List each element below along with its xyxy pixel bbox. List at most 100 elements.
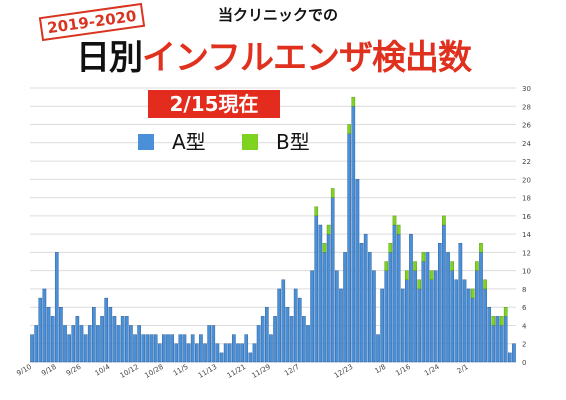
x-tick-label: 2/1 bbox=[456, 363, 470, 376]
bar-a bbox=[425, 252, 430, 363]
bar-a bbox=[339, 288, 343, 363]
bar-b bbox=[396, 224, 401, 235]
bar-a bbox=[133, 334, 137, 363]
bar-a bbox=[256, 325, 261, 363]
bar-a bbox=[92, 307, 96, 363]
bar-a bbox=[503, 316, 508, 363]
bar-a bbox=[487, 307, 492, 363]
bar-a bbox=[194, 343, 199, 363]
bar-a bbox=[190, 334, 195, 363]
bar-a bbox=[367, 252, 372, 363]
bar-a bbox=[79, 325, 84, 363]
bar-a bbox=[223, 343, 228, 363]
bar-a bbox=[38, 297, 43, 363]
bar-a bbox=[413, 270, 417, 363]
bar-a bbox=[297, 297, 302, 363]
bar-a bbox=[248, 352, 253, 363]
bar-a bbox=[491, 325, 496, 363]
bar-a bbox=[384, 270, 389, 363]
bar-a bbox=[174, 343, 179, 363]
bar-a bbox=[50, 316, 55, 363]
bar-b bbox=[405, 270, 409, 280]
bar-a bbox=[343, 252, 347, 363]
x-tick-label: 11/13 bbox=[197, 363, 218, 380]
bar-b bbox=[314, 206, 319, 217]
bar-b bbox=[442, 215, 446, 226]
bar-a bbox=[372, 270, 376, 363]
y-tick-label: 0 bbox=[522, 359, 526, 367]
bar-a bbox=[244, 334, 249, 363]
legend-label-a: A型 bbox=[172, 130, 206, 154]
bar-a bbox=[34, 325, 38, 363]
bar-a bbox=[67, 334, 71, 363]
bar-a bbox=[363, 233, 368, 363]
y-tick-label: 12 bbox=[522, 249, 531, 257]
bar-a bbox=[157, 343, 162, 363]
bar-a bbox=[120, 316, 125, 363]
bar-a bbox=[302, 316, 306, 363]
bar-a bbox=[417, 288, 422, 363]
bar-b bbox=[330, 188, 335, 198]
bar-a bbox=[207, 325, 211, 363]
bar-a bbox=[392, 224, 397, 363]
bar-b bbox=[499, 316, 504, 326]
legend-item-a: A型 bbox=[138, 126, 206, 155]
y-tick-label: 24 bbox=[522, 140, 531, 148]
bar-a bbox=[265, 307, 269, 363]
bar-a bbox=[112, 316, 117, 363]
x-tick-label: 9/26 bbox=[65, 363, 83, 378]
bar-b bbox=[470, 288, 475, 299]
bar-a bbox=[227, 343, 232, 363]
bar-a bbox=[450, 270, 454, 363]
bar-a bbox=[141, 334, 146, 363]
bar-a bbox=[470, 297, 475, 363]
bar-a bbox=[162, 334, 166, 363]
bar-a bbox=[46, 307, 51, 363]
bar-a bbox=[252, 343, 257, 363]
bar-b bbox=[429, 270, 434, 280]
bar-a bbox=[351, 106, 356, 363]
x-tick-label: 10/12 bbox=[119, 363, 140, 380]
bar-a bbox=[281, 279, 286, 363]
legend-label-b: B型 bbox=[276, 130, 310, 154]
bar-a bbox=[30, 334, 34, 363]
bar-b bbox=[421, 252, 426, 262]
bar-a bbox=[289, 316, 294, 363]
x-tick-label: 12/23 bbox=[333, 363, 354, 380]
x-axis-ticks: 9/10 9/18 9/26 10/4 10/12 10/28 11/5 11/13 11/21… bbox=[15, 363, 469, 380]
bar-a bbox=[149, 334, 154, 363]
bar-a bbox=[96, 325, 100, 363]
bar-a bbox=[454, 279, 459, 363]
bar-a bbox=[347, 133, 352, 363]
x-tick-label: 10/4 bbox=[94, 363, 112, 378]
legend-swatch-a bbox=[138, 134, 154, 150]
bar-a bbox=[240, 343, 244, 363]
y-tick-label: 4 bbox=[522, 322, 527, 330]
bar-a bbox=[293, 288, 298, 363]
bar-a bbox=[83, 334, 88, 363]
x-tick-label: 1/24 bbox=[423, 363, 441, 378]
bar-a bbox=[376, 334, 380, 363]
y-tick-label: 22 bbox=[522, 158, 531, 166]
bar-a bbox=[100, 316, 104, 363]
x-tick-label: 12/7 bbox=[283, 363, 301, 378]
bar-a bbox=[388, 252, 393, 363]
bar-a bbox=[42, 288, 47, 363]
bar-a bbox=[400, 288, 405, 363]
bar-a bbox=[104, 297, 109, 363]
date-badge: 2/15現在 bbox=[148, 90, 280, 118]
bar-a bbox=[170, 334, 174, 363]
chart-title-part1: 日別 bbox=[76, 38, 143, 78]
bar-a bbox=[75, 316, 80, 363]
bar-a bbox=[359, 243, 364, 363]
bar-a bbox=[199, 334, 203, 363]
bar-a bbox=[59, 307, 63, 363]
bar-b bbox=[351, 96, 356, 107]
x-tick-label: 11/21 bbox=[226, 363, 247, 380]
bar-a bbox=[335, 270, 339, 363]
bar-b bbox=[392, 215, 397, 226]
bar-a bbox=[409, 233, 413, 363]
bar-a bbox=[215, 343, 220, 363]
bar-a bbox=[186, 343, 191, 363]
